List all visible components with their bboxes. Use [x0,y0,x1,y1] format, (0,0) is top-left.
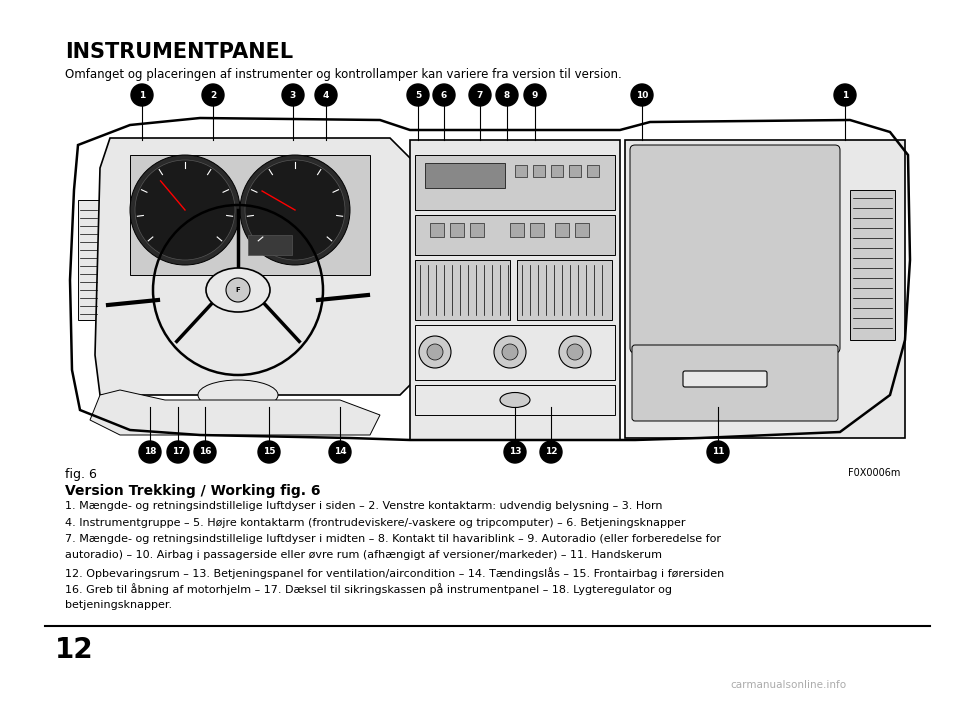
Text: INSTRUMENTPANEL: INSTRUMENTPANEL [65,42,293,62]
Text: 16. Greb til åbning af motorhjelm – 17. Dæksel til sikringskassen på instrumentp: 16. Greb til åbning af motorhjelm – 17. … [65,584,672,596]
Circle shape [504,441,526,463]
Bar [415,155,615,210]
Circle shape [707,441,729,463]
Circle shape [496,84,518,106]
Bar [415,385,615,415]
Bar [450,223,464,237]
Bar [510,223,524,237]
Bar [575,223,589,237]
Circle shape [258,441,280,463]
Bar [415,260,510,320]
Bar [530,223,544,237]
Bar [569,165,581,177]
Text: 15: 15 [263,447,276,457]
Bar [415,325,615,380]
Bar [248,235,292,255]
Text: fig. 6: fig. 6 [65,468,97,481]
Bar [625,140,905,438]
Bar [551,165,563,177]
Text: Version Trekking / Working fig. 6: Version Trekking / Working fig. 6 [65,484,321,498]
Ellipse shape [500,393,530,408]
Text: 10: 10 [636,91,648,99]
Text: 12: 12 [544,447,557,457]
Circle shape [494,336,526,368]
Circle shape [407,84,429,106]
Circle shape [433,84,455,106]
Circle shape [559,336,591,368]
Circle shape [315,84,337,106]
Circle shape [282,84,304,106]
Bar [533,165,545,177]
Circle shape [245,160,345,260]
FancyBboxPatch shape [683,371,767,387]
Bar [515,165,527,177]
Polygon shape [90,390,380,435]
Circle shape [167,441,189,463]
Ellipse shape [206,268,270,312]
Circle shape [834,84,856,106]
Text: 8: 8 [504,91,510,99]
Ellipse shape [198,380,278,410]
Text: 6: 6 [441,91,447,99]
Bar [850,190,895,340]
Text: 3: 3 [290,91,296,99]
Circle shape [194,441,216,463]
Bar [587,165,599,177]
Text: 4. Instrumentgruppe – 5. Højre kontaktarm (frontrudeviskere/-vaskere og tripcomp: 4. Instrumentgruppe – 5. Højre kontaktar… [65,518,685,527]
Circle shape [202,84,224,106]
Bar [130,155,370,275]
Circle shape [240,155,350,265]
Text: 18: 18 [144,447,156,457]
Circle shape [419,336,451,368]
Text: 1: 1 [139,91,145,99]
Circle shape [329,441,351,463]
Text: 7: 7 [477,91,483,99]
Circle shape [540,441,562,463]
Text: 13: 13 [509,447,521,457]
Text: 12. Opbevaringsrum – 13. Betjeningspanel for ventilation/aircondition – 14. Tænd: 12. Opbevaringsrum – 13. Betjeningspanel… [65,567,724,579]
Text: 7. Mængde- og retningsindstillelige luftdyser i midten – 8. Kontakt til havaribl: 7. Mængde- og retningsindstillelige luft… [65,534,721,544]
Bar [78,200,100,320]
Text: 1. Mængde- og retningsindstillelige luftdyser i siden – 2. Venstre kontaktarm: u: 1. Mængde- og retningsindstillelige luft… [65,501,662,511]
Text: 9: 9 [532,91,539,99]
Circle shape [427,344,443,360]
Circle shape [135,160,235,260]
Circle shape [502,344,518,360]
Text: 5: 5 [415,91,421,99]
Text: 17: 17 [172,447,184,457]
Text: autoradio) – 10. Airbag i passagerside eller øvre rum (afhængigt af versioner/ma: autoradio) – 10. Airbag i passagerside e… [65,550,662,561]
Bar [415,215,615,255]
Text: 16: 16 [199,447,211,457]
Circle shape [131,84,153,106]
Circle shape [226,278,250,302]
FancyBboxPatch shape [632,345,838,421]
Text: 2: 2 [210,91,216,99]
Circle shape [631,84,653,106]
Text: carmanualsonline.info: carmanualsonline.info [730,680,846,690]
Text: betjeningsknapper.: betjeningsknapper. [65,600,172,610]
Text: 1: 1 [842,91,848,99]
Circle shape [130,155,240,265]
Text: 11: 11 [711,447,724,457]
Text: 14: 14 [334,447,347,457]
Bar [517,260,612,320]
Bar [470,223,484,237]
Text: 4: 4 [323,91,329,99]
Text: F: F [235,287,240,293]
Circle shape [469,84,491,106]
Circle shape [567,344,583,360]
Polygon shape [95,138,430,395]
Bar [65,92,920,448]
Text: Omfanget og placeringen af instrumenter og kontrollamper kan variere fra version: Omfanget og placeringen af instrumenter … [65,68,622,81]
Circle shape [258,225,278,245]
Circle shape [139,441,161,463]
Bar [410,140,620,440]
Text: 12: 12 [55,636,94,664]
Circle shape [524,84,546,106]
Bar [555,223,569,237]
Bar [425,163,505,188]
Bar [430,223,444,237]
Text: F0X0006m: F0X0006m [848,468,900,478]
FancyBboxPatch shape [630,145,840,353]
